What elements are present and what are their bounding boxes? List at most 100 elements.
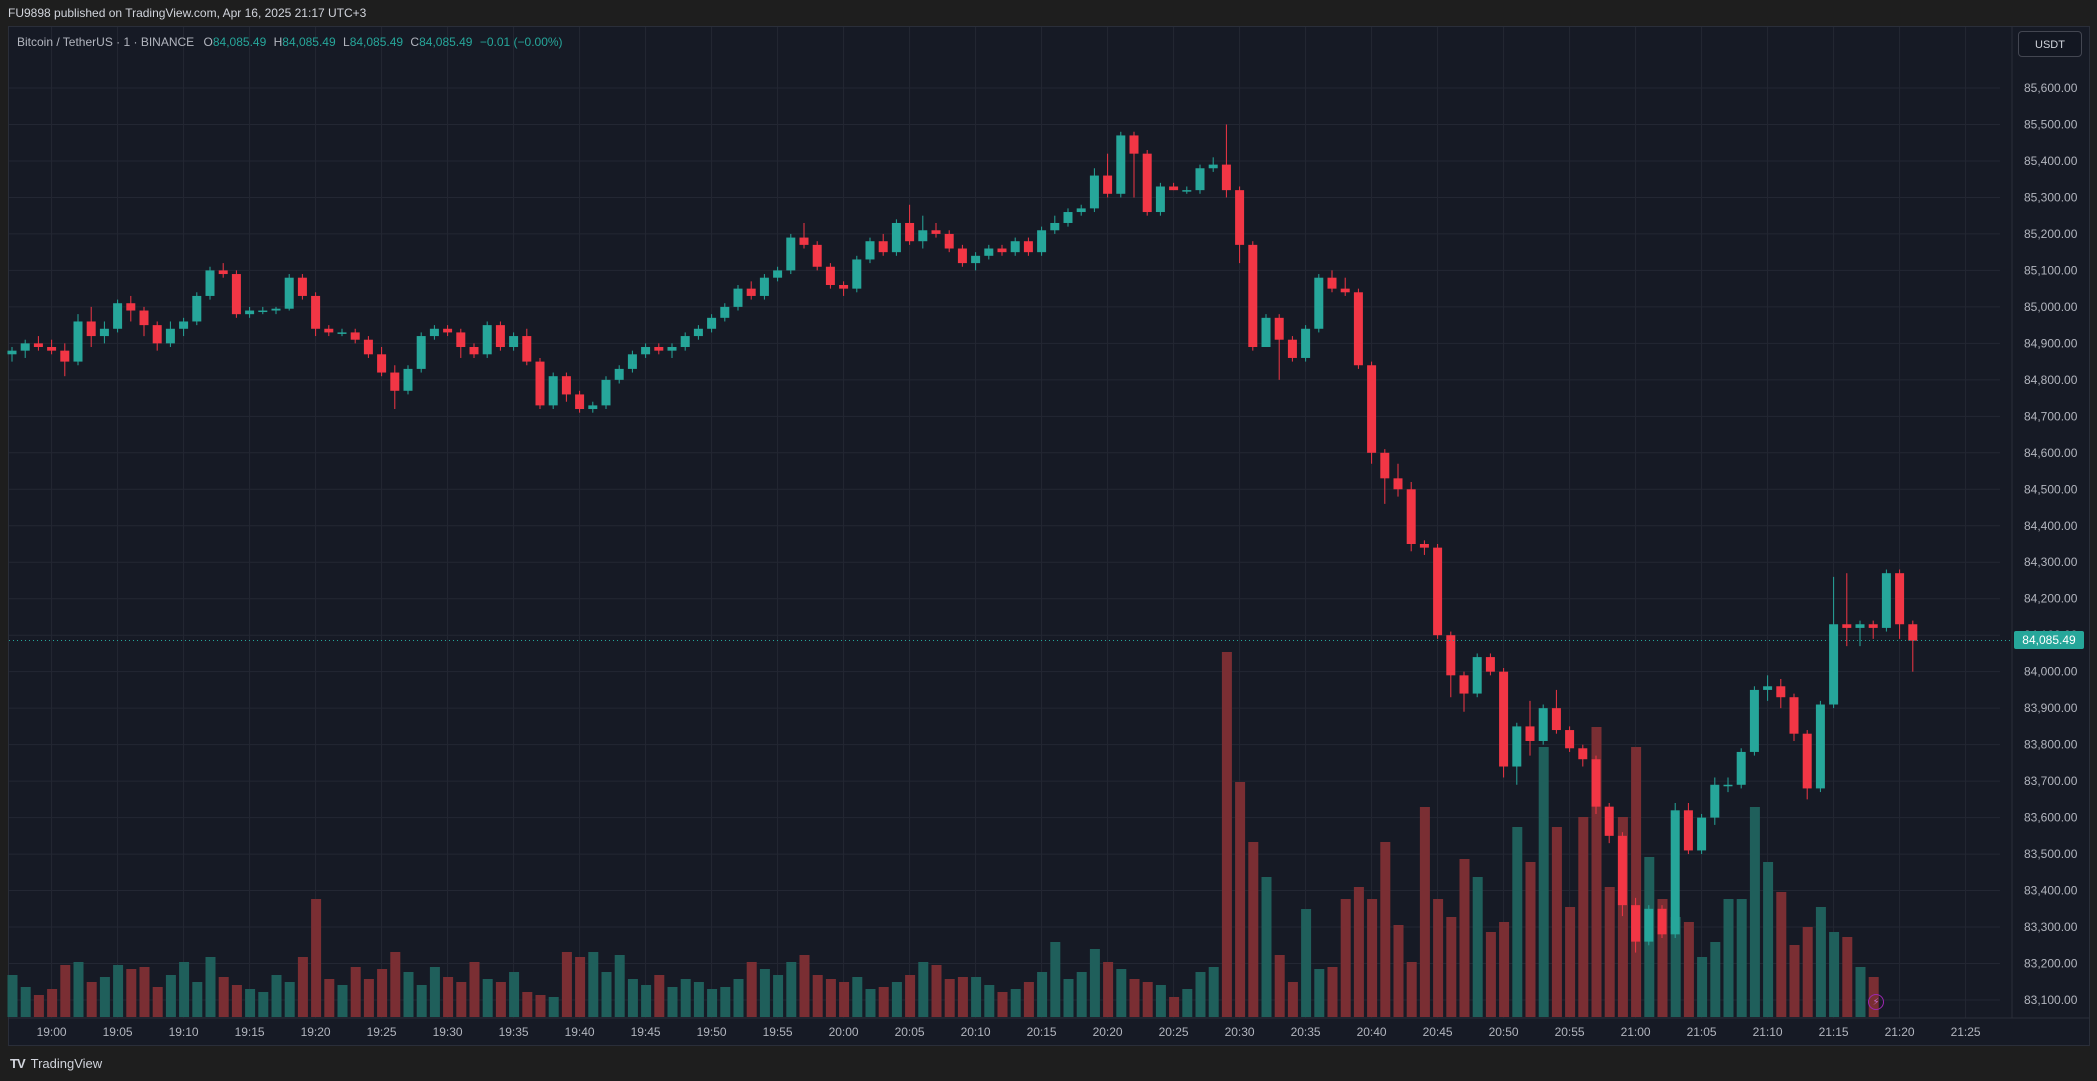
tradingview-brand: TradingView: [30, 1055, 103, 1071]
candle-up: [245, 310, 255, 315]
open-value: 84,085.49: [212, 35, 267, 49]
candle-up: [1301, 328, 1311, 358]
candle-down: [944, 233, 954, 249]
volume-bar: [548, 997, 559, 1017]
candle-down: [297, 277, 307, 296]
candle-up: [1195, 168, 1205, 191]
candle-up: [1037, 230, 1047, 253]
volume-bar: [1565, 907, 1576, 1017]
open-label: O: [203, 35, 213, 49]
volume-bar: [957, 977, 968, 1017]
candle-up: [733, 288, 743, 307]
volume-bar: [1657, 899, 1668, 1017]
x-tick-label: 19:45: [631, 1025, 661, 1039]
candle-down: [324, 328, 334, 333]
candle-up: [99, 328, 109, 337]
volume-bar: [60, 965, 71, 1017]
volume-bar: [33, 995, 44, 1017]
candle-up: [1538, 708, 1548, 741]
candle-up: [1697, 817, 1707, 851]
volume-bar: [1248, 842, 1259, 1017]
candle-down: [33, 343, 43, 348]
symbol-name[interactable]: Bitcoin / TetherUS · 1 · BINANCE: [17, 35, 195, 49]
y-tick-label: 85,600.00: [2024, 81, 2078, 95]
candle-up: [1855, 624, 1865, 628]
volume-bar: [73, 962, 84, 1017]
volume-bar: [759, 969, 770, 1017]
volume-bar: [337, 985, 348, 1017]
volume-bar: [284, 982, 295, 1017]
volume-bar: [839, 982, 850, 1017]
volume-bar: [799, 955, 810, 1017]
volume-bar: [1499, 922, 1510, 1017]
candle-up: [258, 310, 268, 313]
volume-bar: [1446, 917, 1457, 1017]
x-tick-label: 20:45: [1423, 1025, 1453, 1039]
candle-up: [192, 295, 202, 322]
volume-bar: [1829, 932, 1840, 1017]
candle-down: [997, 248, 1007, 253]
volume-bar: [654, 975, 665, 1017]
currency-button[interactable]: USDT: [2018, 31, 2082, 57]
y-tick-label: 84,000.00: [2024, 665, 2078, 679]
volume-bar: [377, 969, 388, 1017]
volume-bar: [1050, 942, 1061, 1017]
candle-up: [1010, 241, 1020, 253]
volume-bar: [1089, 949, 1100, 1017]
candle-down: [1393, 478, 1403, 490]
candle-up: [1182, 190, 1192, 192]
volume-bar: [1314, 969, 1325, 1017]
candle-down: [654, 347, 664, 351]
volume-bar: [443, 977, 454, 1017]
candle-up: [548, 376, 558, 406]
volume-bar: [311, 899, 322, 1017]
candle-up: [601, 379, 611, 406]
candle-up: [1512, 726, 1522, 767]
chart-frame[interactable]: [8, 26, 2090, 1046]
candle-down: [443, 328, 453, 333]
candle-down: [905, 222, 915, 242]
volume-bar: [139, 967, 150, 1017]
candle-up: [7, 350, 17, 355]
volume-bar: [891, 982, 902, 1017]
volume-bar: [1353, 887, 1364, 1017]
volume-bar: [1604, 887, 1615, 1017]
candle-down: [839, 284, 849, 289]
candle-up: [614, 368, 624, 380]
volume-bar: [865, 989, 876, 1017]
publish-text: FU9898 published on TradingView.com, Apr…: [8, 6, 367, 20]
volume-bar: [812, 975, 823, 1017]
lightning-icon[interactable]: ⚡: [1868, 994, 1884, 1010]
candle-down: [825, 266, 835, 285]
candle-down: [47, 347, 57, 351]
volume-bar: [456, 982, 467, 1017]
candle-down: [812, 244, 822, 267]
volume-bar: [1340, 899, 1351, 1017]
y-tick-label: 84,600.00: [2024, 446, 2078, 460]
volume-bar: [429, 967, 440, 1017]
y-tick-label: 84,300.00: [2024, 555, 2078, 569]
x-tick-label: 20:30: [1225, 1025, 1255, 1039]
volume-bar: [1076, 972, 1087, 1017]
volume-bar: [680, 979, 691, 1017]
tradingview-logo[interactable]: TV TradingView: [10, 1054, 102, 1072]
candle-down: [1789, 697, 1799, 734]
candle-up: [984, 248, 994, 256]
candle-down: [1235, 190, 1245, 245]
candlestick-chart[interactable]: 83,100.00 83,200.00 83,300.00 83,400.00 83,5…: [0, 0, 2097, 1046]
candle-up: [1736, 751, 1746, 785]
volume-bar: [1697, 957, 1708, 1017]
volume-bar: [1129, 979, 1140, 1017]
symbol-legend: Bitcoin / TetherUS · 1 · BINANCE O84,085…: [17, 35, 563, 49]
candle-down: [1657, 908, 1667, 935]
volume-bar: [1551, 827, 1562, 1017]
volume-bar: [1301, 909, 1312, 1017]
low-value: 84,085.49: [349, 35, 404, 49]
candle-up: [1155, 186, 1165, 213]
candle-down: [1551, 708, 1561, 731]
volume-bar: [271, 975, 282, 1017]
candle-down: [1842, 624, 1852, 628]
candle-down: [561, 376, 571, 395]
candle-down: [1591, 759, 1601, 807]
candle-down: [1129, 135, 1139, 154]
